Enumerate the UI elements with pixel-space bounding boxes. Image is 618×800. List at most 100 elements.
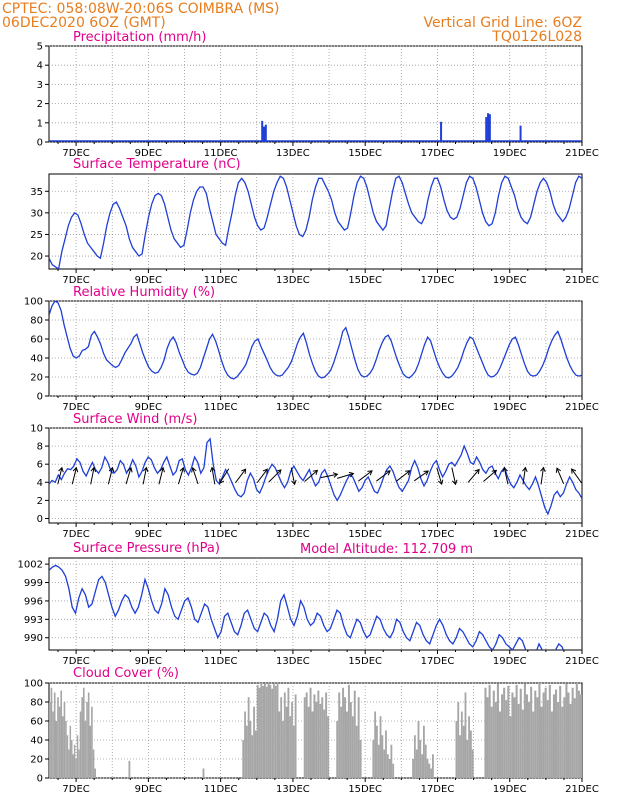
cloud-bar	[81, 697, 83, 778]
x-tick-label: 19DEC	[493, 275, 527, 286]
cloud-bar	[73, 744, 76, 778]
wind-arrow-head	[555, 467, 562, 473]
cloud-bar	[253, 706, 255, 778]
cloud-bar	[289, 716, 292, 778]
cloud-bar	[494, 702, 497, 778]
cloud-bar	[87, 692, 90, 778]
wind-arrow-head	[108, 466, 115, 473]
y-tick-label: 25	[30, 230, 43, 241]
panel-3: 0 20 40 60 80 100 7DEC 9DEC 11DEC 13DEC 15DEC 17DEC…	[24, 285, 599, 413]
wind-arrow	[177, 466, 185, 485]
precip-bar	[263, 126, 266, 142]
cloud-bar	[530, 686, 533, 778]
x-tick-label: 15DEC	[348, 148, 382, 159]
cloud-bar	[575, 683, 578, 778]
cloud-bar	[486, 697, 489, 778]
cloud-bar	[490, 706, 493, 778]
wind-arrow	[71, 466, 79, 485]
cloud-bar	[323, 709, 326, 778]
precip-bar	[519, 125, 522, 142]
cloud-bar	[269, 684, 272, 778]
cloud-bar	[50, 687, 53, 778]
precip-bar	[487, 113, 490, 142]
y-tick-label: 990	[24, 633, 43, 644]
cloud-bar	[128, 760, 131, 778]
wind-arrow-shaft	[556, 467, 565, 484]
cloud-bar	[515, 684, 518, 778]
panel-title: Surface Pressure (hPa)	[73, 541, 220, 556]
wind-arrow-head	[423, 470, 429, 476]
cloud-bar	[254, 730, 257, 778]
y-tick-label: 999	[24, 578, 43, 589]
cloud-bar	[315, 702, 318, 778]
wind-arrow-head	[191, 466, 197, 473]
cloud-bar	[327, 716, 330, 778]
wind-arrow-shaft	[358, 470, 373, 482]
wind-arrow-head	[312, 469, 319, 475]
panel-4: 0 2 4 6 8 10 7DEC 9DEC 11DEC 13DEC 15DEC 17DEC 19DEC…	[30, 412, 599, 540]
cloud-bar	[287, 687, 290, 778]
wind-arrow	[571, 468, 582, 484]
y-tick-label: 60	[30, 717, 43, 728]
wind-arrow-head	[502, 466, 508, 473]
x-tick-label: 13DEC	[276, 529, 310, 540]
cloud-bar	[423, 725, 425, 778]
x-tick-label: 21DEC	[565, 784, 599, 795]
cloud-bar	[321, 697, 324, 778]
x-tick-label: 7DEC	[62, 275, 89, 286]
cloud-bar	[78, 749, 80, 778]
cloud-bar	[336, 721, 339, 778]
y-tick-label: 30	[30, 208, 43, 219]
cloud-bar	[460, 711, 463, 778]
wind-arrow-shaft	[158, 467, 164, 485]
wind-arrow-shaft	[192, 467, 199, 485]
cloud-bar	[519, 688, 522, 778]
x-tick-label: 21DEC	[565, 529, 599, 540]
cloud-bar	[392, 763, 395, 778]
wind-arrow-head	[571, 468, 577, 474]
wind-arrow	[413, 470, 429, 482]
y-tick-label: 20	[30, 252, 43, 263]
cloud-bar	[340, 706, 343, 778]
cloud-bar	[353, 690, 356, 778]
cloud-bar	[276, 683, 279, 778]
cloud-bar	[548, 684, 551, 778]
cloud-bar	[89, 725, 92, 778]
cloud-bar	[342, 687, 345, 778]
y-tick-label: 996	[24, 596, 43, 607]
cloud-bar	[390, 744, 393, 778]
cloud-bar	[525, 694, 529, 778]
cloud-bar	[559, 685, 562, 778]
wind-arrow-head	[127, 466, 133, 473]
cloud-bar	[292, 725, 295, 778]
cloud-bar	[455, 721, 458, 778]
wind-arrow-shaft	[304, 469, 318, 482]
wind-arrow-head	[540, 466, 546, 473]
cloud-bar	[76, 735, 79, 778]
wind-arrow-head	[522, 466, 528, 473]
wind-arrow	[142, 466, 149, 485]
series-line	[49, 175, 582, 269]
x-tick-label: 9DEC	[135, 656, 162, 667]
y-tick-label: 4	[37, 61, 43, 72]
cloud-bar	[571, 687, 574, 778]
cloud-bar	[509, 716, 512, 778]
cloud-bar	[432, 754, 434, 778]
x-tick-label: 15DEC	[348, 656, 382, 667]
cloud-bar	[271, 688, 274, 778]
cloud-bar	[280, 697, 283, 778]
y-tick-label: 80	[30, 316, 43, 327]
y-tick-label: 3	[37, 80, 43, 91]
cloud-bar	[68, 749, 70, 778]
wind-arrow	[256, 468, 268, 484]
wind-arrow-head	[437, 479, 444, 486]
cloud-bar	[546, 700, 549, 778]
cloud-bar	[536, 697, 539, 778]
cloud-bar	[372, 740, 375, 778]
cloud-bar	[538, 683, 541, 778]
y-tick-label: 5	[37, 42, 43, 53]
cloud-bar	[338, 692, 341, 778]
cloud-bar	[256, 684, 259, 778]
wind-arrow	[209, 466, 216, 485]
cloud-bar	[374, 711, 377, 778]
